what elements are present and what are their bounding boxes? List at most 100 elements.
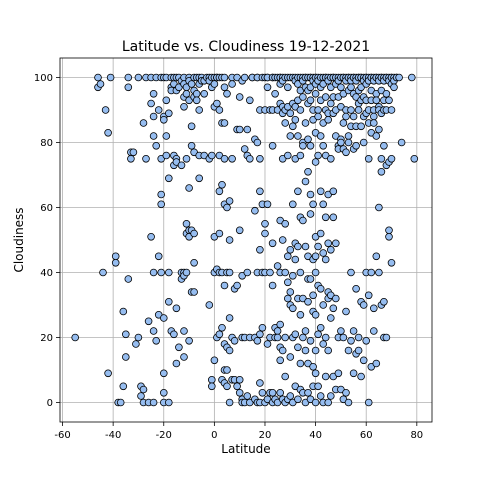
scatter-point bbox=[220, 73, 229, 82]
scatter-point bbox=[286, 288, 295, 296]
scatter-point bbox=[215, 229, 224, 238]
scatter-point bbox=[106, 73, 115, 82]
x-tick-label: 60 bbox=[360, 430, 373, 441]
scatter-point bbox=[283, 151, 292, 160]
scatter-point bbox=[369, 119, 378, 127]
scatter-point bbox=[134, 73, 143, 82]
scatter-point bbox=[367, 268, 376, 277]
scatter-point bbox=[104, 369, 112, 378]
scatter-point bbox=[344, 346, 353, 355]
scatter-point bbox=[304, 297, 312, 306]
scatter-point bbox=[288, 122, 297, 131]
scatter-point bbox=[354, 346, 363, 355]
scatter-point bbox=[304, 135, 312, 144]
scatter-point bbox=[190, 288, 198, 296]
scatter-point bbox=[187, 122, 196, 131]
scatter-point bbox=[256, 330, 264, 339]
scatter-point bbox=[321, 333, 330, 342]
scatter-point bbox=[362, 336, 371, 345]
scatter-point bbox=[235, 226, 244, 235]
scatter-point bbox=[246, 96, 254, 105]
scatter-point bbox=[182, 220, 191, 228]
scatter-point bbox=[311, 158, 320, 166]
scatter-point bbox=[321, 213, 330, 222]
scatter-point bbox=[377, 155, 386, 163]
scatter-point bbox=[283, 83, 292, 92]
scatter-point bbox=[235, 388, 244, 397]
scatter-point bbox=[273, 327, 282, 335]
scatter-point bbox=[294, 132, 302, 140]
scatter-point bbox=[342, 148, 350, 157]
scatter-point bbox=[149, 327, 158, 335]
scatter-point bbox=[316, 187, 325, 196]
y-tick-label: 80 bbox=[40, 138, 53, 149]
scatter-point bbox=[185, 184, 193, 192]
scatter-point bbox=[213, 99, 221, 108]
scatter-point bbox=[165, 109, 173, 118]
scatter-point bbox=[119, 307, 128, 316]
scatter-point bbox=[296, 151, 305, 160]
plot-frame bbox=[59, 57, 433, 423]
scatter-point bbox=[149, 132, 158, 140]
scatter-point bbox=[306, 96, 315, 105]
scatter-point bbox=[304, 388, 312, 397]
scatter-point bbox=[124, 73, 133, 82]
y-tick-label: 100 bbox=[34, 73, 53, 84]
scatter-point bbox=[326, 99, 335, 108]
scatter-point bbox=[256, 246, 264, 254]
scatter-point bbox=[220, 83, 229, 92]
scatter-point bbox=[326, 314, 335, 322]
scatter-point bbox=[218, 323, 226, 332]
scatter-point bbox=[283, 278, 292, 287]
scatter-point bbox=[281, 333, 290, 342]
scatter-point bbox=[281, 119, 290, 127]
scatter-point bbox=[261, 220, 269, 228]
scatter-point bbox=[319, 340, 328, 348]
scatter-point bbox=[235, 93, 244, 101]
scatter-point bbox=[283, 294, 292, 303]
scatter-point bbox=[314, 106, 322, 114]
scatter-point bbox=[190, 229, 198, 238]
scatter-point bbox=[192, 96, 201, 105]
scatter-point bbox=[208, 151, 216, 160]
scatter-point bbox=[223, 90, 231, 98]
scatter-point bbox=[160, 314, 168, 322]
scatter-point bbox=[337, 83, 345, 92]
scatter-point bbox=[380, 142, 388, 150]
scatter-point bbox=[210, 80, 219, 88]
scatter-point bbox=[230, 336, 239, 345]
scatter-point bbox=[387, 155, 396, 163]
scatter-point bbox=[243, 268, 252, 277]
x-tick-label: -60 bbox=[54, 430, 70, 441]
scatter-point bbox=[296, 310, 305, 319]
scatter-point bbox=[319, 249, 328, 257]
scatter-point bbox=[266, 268, 274, 277]
axis-ticks: -60 -40 -20 0 20 40 60 80 0 20 40 60 80 100 bbox=[34, 73, 423, 441]
scatter-point bbox=[256, 187, 264, 196]
scatter-point bbox=[160, 388, 168, 397]
scatter-point bbox=[349, 369, 358, 378]
scatter-point bbox=[116, 398, 125, 407]
y-tick-label: 40 bbox=[40, 268, 53, 279]
scatter-point bbox=[157, 200, 166, 209]
scatter-point bbox=[165, 398, 173, 407]
scatter-point bbox=[104, 129, 112, 137]
scatter-point bbox=[256, 379, 264, 387]
y-tick-label: 20 bbox=[40, 333, 53, 344]
scatter-point bbox=[261, 229, 269, 238]
scatter-point bbox=[344, 132, 353, 140]
scatter-point bbox=[180, 103, 188, 111]
scatter-point bbox=[288, 271, 297, 280]
scatter-point bbox=[263, 200, 272, 209]
scatter-point bbox=[306, 142, 315, 150]
scatter-point bbox=[180, 327, 188, 335]
scatter-point bbox=[175, 343, 183, 352]
scatter-point bbox=[271, 90, 279, 98]
scatter-point bbox=[359, 356, 368, 365]
scatter-point bbox=[220, 155, 229, 163]
scatter-point bbox=[235, 375, 244, 384]
scatter-point bbox=[101, 106, 110, 114]
scatter-point bbox=[311, 252, 320, 261]
scatter-point bbox=[369, 327, 378, 335]
scatter-point bbox=[240, 73, 249, 82]
